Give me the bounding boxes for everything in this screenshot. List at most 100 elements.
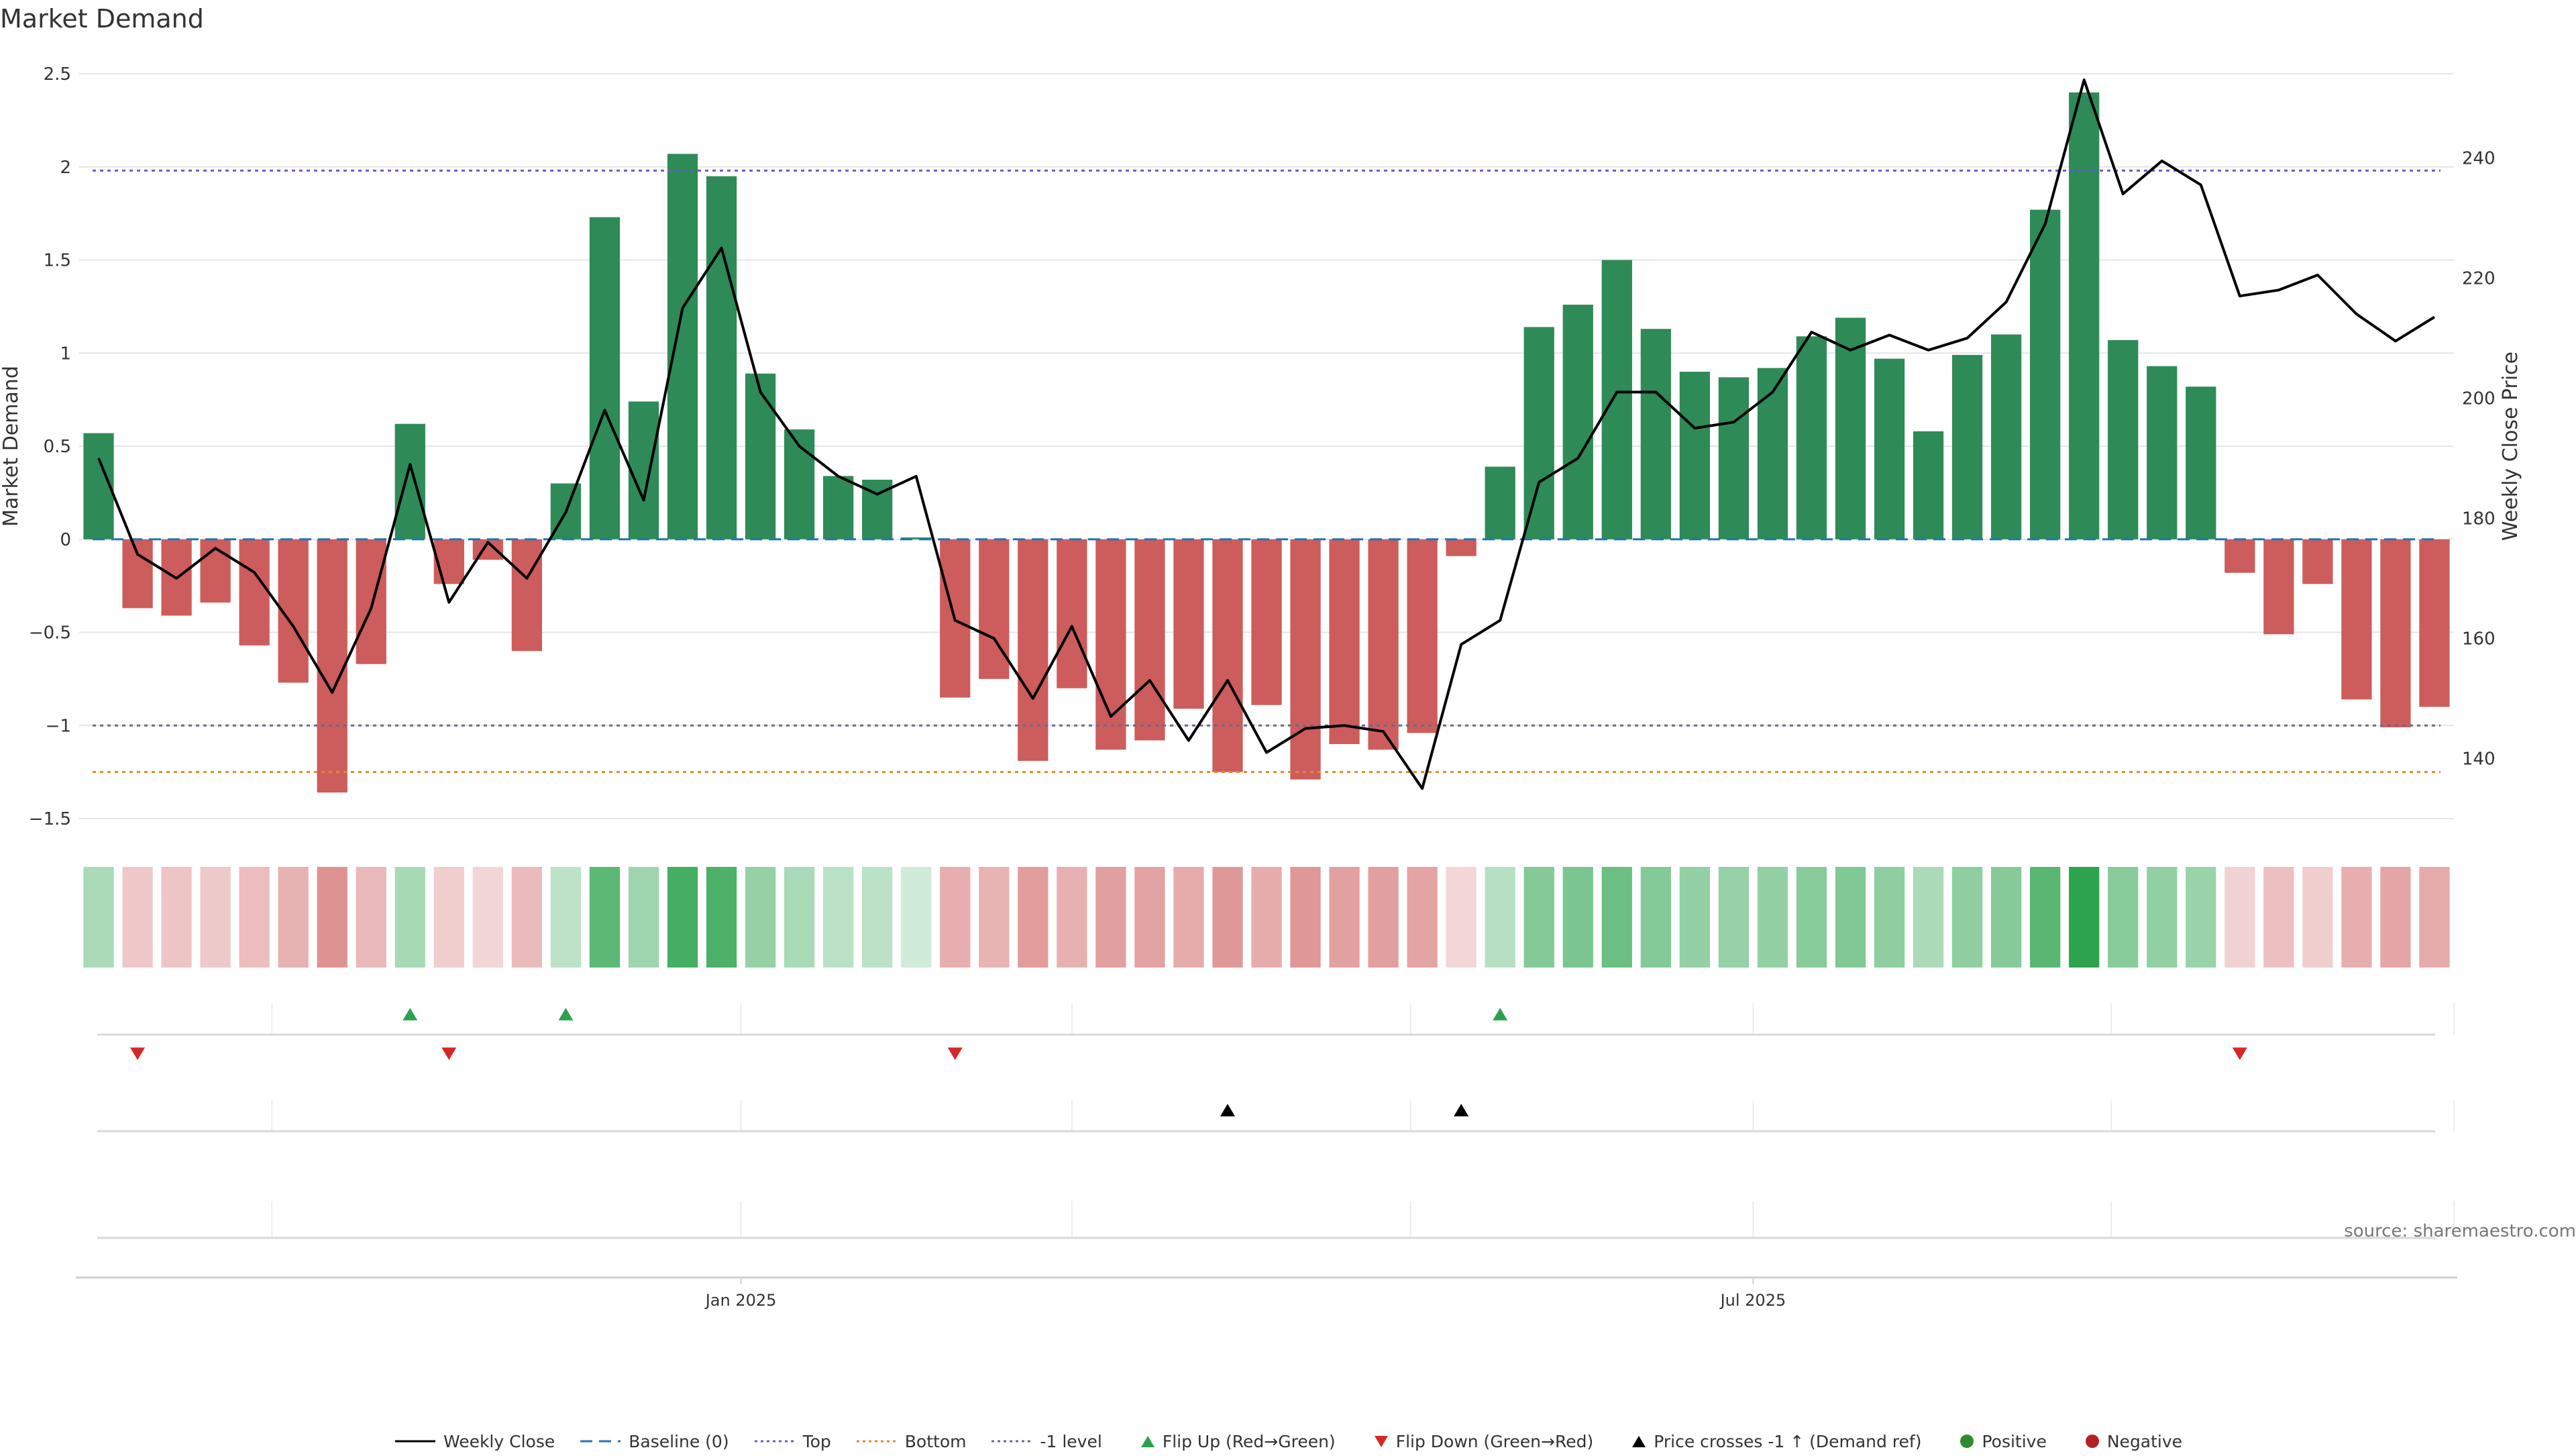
demand-bar bbox=[1057, 539, 1087, 688]
y-tick-label: −1.5 bbox=[29, 809, 71, 829]
heat-strip-cell bbox=[1562, 867, 1593, 968]
legend-swatch bbox=[1945, 1431, 1975, 1451]
heat-strip-cell bbox=[2380, 867, 2411, 968]
y-tick-label: 2 bbox=[60, 158, 71, 178]
heat-strip-cell bbox=[1601, 867, 1632, 968]
demand-bar bbox=[1990, 334, 2022, 539]
legend-item: Flip Up (Red→Green) bbox=[1126, 1431, 1336, 1451]
demand-bar bbox=[1446, 539, 1477, 556]
heat-strip-cell bbox=[2186, 867, 2216, 968]
legend-label: Baseline (0) bbox=[629, 1431, 729, 1451]
heat-strip-cell bbox=[784, 867, 815, 968]
heat-strip-cell bbox=[2108, 867, 2139, 968]
heat-strip-cell bbox=[1290, 867, 1321, 968]
legend-swatch bbox=[1126, 1431, 1156, 1451]
heat-strip-cell bbox=[1018, 867, 1049, 968]
flip-up-marker bbox=[402, 1008, 418, 1021]
heat-strip-cell bbox=[1796, 867, 1827, 968]
heat-strip-cell bbox=[1913, 867, 1944, 968]
legend-item: Negative bbox=[2071, 1431, 2182, 1451]
heat-strip-cell bbox=[823, 867, 854, 968]
demand-bar bbox=[823, 476, 854, 539]
demand-bar bbox=[745, 373, 776, 539]
demand-bar bbox=[239, 539, 270, 645]
heat-strip-cell bbox=[1212, 867, 1243, 968]
demand-bar bbox=[2186, 386, 2216, 539]
heat-strip-cell bbox=[2224, 867, 2255, 968]
flip-up-marker bbox=[1493, 1008, 1508, 1021]
heat-strip-cell bbox=[2263, 867, 2294, 968]
y-tick-label: 0.5 bbox=[44, 437, 71, 457]
heat-strip-cell bbox=[1718, 867, 1750, 968]
heat-strip-cell bbox=[511, 867, 543, 968]
heat-strip-cell bbox=[1523, 867, 1554, 968]
demand-bar bbox=[628, 401, 659, 539]
heat-strip-cell bbox=[472, 867, 503, 968]
demand-bar bbox=[2108, 340, 2139, 539]
demand-bar bbox=[2419, 539, 2450, 707]
heat-strip-cell bbox=[122, 867, 153, 968]
demand-bar bbox=[1913, 431, 1944, 539]
legend-swatch bbox=[1617, 1431, 1647, 1451]
demand-bar bbox=[1523, 327, 1554, 539]
heat-strip-cell bbox=[1057, 867, 1087, 968]
legend-label: Bottom bbox=[904, 1431, 967, 1451]
y-axis-label: Market Demand bbox=[0, 366, 23, 527]
legend-swatch bbox=[394, 1431, 437, 1451]
source-credit: source: sharemaestro.com bbox=[2344, 1221, 2576, 1241]
heat-strip-cell bbox=[1368, 867, 1399, 968]
heat-strip-cell bbox=[2341, 867, 2372, 968]
demand-bar bbox=[1640, 329, 1671, 539]
heat-strip-cell bbox=[589, 867, 621, 968]
flip-down-marker bbox=[947, 1047, 963, 1060]
weekly-close-line bbox=[97, 79, 2436, 790]
demand-bar bbox=[2224, 539, 2255, 573]
heat-strip-cell bbox=[239, 867, 270, 968]
demand-bar bbox=[1095, 539, 1126, 750]
heat-strip-cell bbox=[394, 867, 425, 968]
demand-bar bbox=[1407, 539, 1438, 733]
heat-strip-cell bbox=[706, 867, 737, 968]
legend-swatch bbox=[753, 1431, 796, 1451]
legend-swatch bbox=[579, 1431, 622, 1451]
y2-tick-label: 200 bbox=[2462, 388, 2496, 409]
demand-bar bbox=[2380, 539, 2411, 728]
heat-strip-cell bbox=[1485, 867, 1515, 968]
demand-bar bbox=[2030, 209, 2061, 539]
demand-bar bbox=[667, 154, 698, 539]
heat-strip-cell bbox=[1757, 867, 1788, 968]
demand-bar bbox=[2069, 92, 2100, 539]
demand-bar bbox=[1290, 539, 1321, 780]
demand-bar bbox=[2147, 366, 2178, 539]
heat-strip-cell bbox=[1134, 867, 1165, 968]
heat-strip-cell bbox=[278, 867, 309, 968]
heat-strip-cell bbox=[1095, 867, 1126, 968]
heat-strip-cell bbox=[1329, 867, 1360, 968]
legend-swatch bbox=[2071, 1431, 2100, 1451]
flip-down-marker bbox=[441, 1047, 457, 1060]
demand-bar bbox=[1835, 317, 1866, 539]
heat-strip-cell bbox=[1951, 867, 1983, 968]
demand-bar bbox=[122, 539, 153, 609]
demand-bar bbox=[1251, 539, 1282, 705]
heat-strip-cell bbox=[356, 867, 386, 968]
y-tick-label: 1 bbox=[60, 344, 71, 364]
legend-item: Bottom bbox=[855, 1431, 967, 1451]
y2-tick-label: 160 bbox=[2462, 629, 2496, 649]
legend-label: Negative bbox=[2106, 1431, 2183, 1451]
legend-label: Positive bbox=[1982, 1431, 2047, 1451]
heat-strip-cell bbox=[1640, 867, 1671, 968]
demand-bar bbox=[1329, 539, 1360, 744]
y2-tick-label: 240 bbox=[2462, 148, 2496, 168]
demand-bar bbox=[1679, 372, 1710, 539]
demand-bar bbox=[589, 217, 621, 539]
demand-bar bbox=[1757, 368, 1788, 539]
demand-bar bbox=[2341, 539, 2372, 700]
heat-strip-cell bbox=[1874, 867, 1905, 968]
heat-strip-cell bbox=[1835, 867, 1866, 968]
chart-title: Market Demand bbox=[0, 4, 204, 34]
legend-item: Positive bbox=[1945, 1431, 2047, 1451]
legend-label: Top bbox=[802, 1431, 831, 1451]
demand-bar bbox=[706, 176, 737, 539]
